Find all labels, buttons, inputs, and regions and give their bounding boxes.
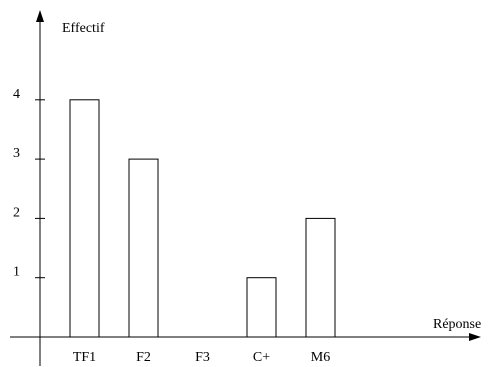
x-tick-label: F3 [195, 350, 210, 365]
y-tick-label: 4 [13, 87, 20, 102]
x-tick-label: C+ [253, 350, 270, 365]
bar-group [69, 99, 336, 338]
bar-m6 [305, 217, 336, 338]
bar-f2 [128, 158, 159, 338]
y-tick-label: 3 [13, 146, 20, 161]
bar-tf1 [69, 99, 100, 338]
y-tick-label: 1 [13, 265, 20, 280]
x-axis-arrow-icon [469, 333, 481, 341]
x-tick-label: F2 [136, 350, 151, 365]
x-axis-label: Réponse [433, 317, 481, 332]
y-tick-group: 1 2 3 4 [13, 87, 45, 280]
y-axis-arrow-icon [36, 10, 44, 22]
y-axis-label: Effectif [62, 21, 105, 36]
bar-c [246, 277, 277, 338]
x-tick-label-group: TF1 F2 F3 C+ M6 [73, 350, 330, 365]
y-tick-label: 2 [13, 205, 20, 220]
x-tick-label: M6 [311, 350, 330, 365]
x-tick-label: TF1 [73, 350, 96, 365]
